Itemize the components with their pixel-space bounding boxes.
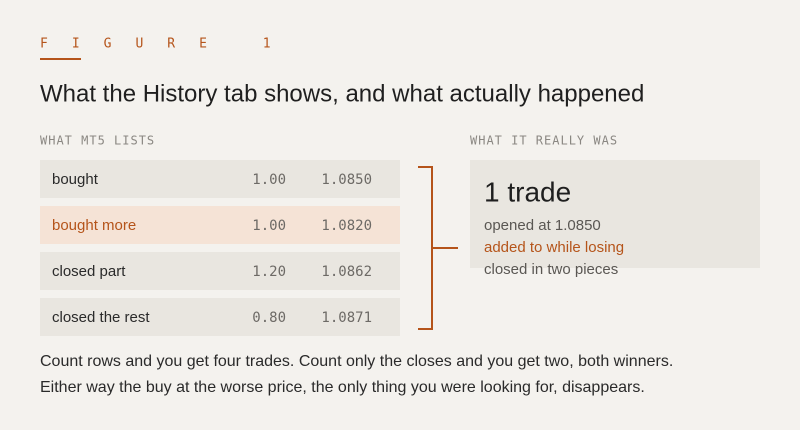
summary-line: closed in two pieces	[484, 261, 618, 278]
row-volume: 1.00	[252, 218, 286, 234]
label-underline	[40, 58, 81, 60]
summary-box	[470, 160, 760, 268]
left-heading: WHAT MT5 LISTS	[40, 134, 155, 148]
row-volume: 1.20	[252, 264, 286, 280]
figure-label: FIGURE 1	[40, 37, 295, 52]
row-label: closed the rest	[52, 309, 150, 326]
row-background	[40, 206, 400, 244]
row-label: closed part	[52, 263, 126, 280]
summary-line: opened at 1.0850	[484, 217, 601, 234]
row-label: bought	[52, 171, 99, 188]
caption-line: Count rows and you get four trades. Coun…	[40, 353, 673, 370]
row-price: 1.0871	[321, 310, 372, 326]
summary-headline: 1 trade	[484, 176, 571, 207]
row-price: 1.0862	[321, 264, 372, 280]
row-price: 1.0850	[321, 172, 372, 188]
bracket	[418, 166, 458, 330]
row-volume: 0.80	[252, 310, 286, 326]
row-background	[40, 252, 400, 290]
row-label: bought more	[52, 217, 136, 234]
caption-line: Either way the buy at the worse price, t…	[40, 379, 645, 396]
row-price: 1.0820	[321, 218, 372, 234]
title: What the History tab shows, and what act…	[40, 80, 644, 107]
row-background	[40, 160, 400, 198]
row-volume: 1.00	[252, 172, 286, 188]
right-heading: WHAT IT REALLY WAS	[470, 134, 618, 148]
summary-line: added to while losing	[484, 239, 624, 256]
row-background	[40, 298, 400, 336]
